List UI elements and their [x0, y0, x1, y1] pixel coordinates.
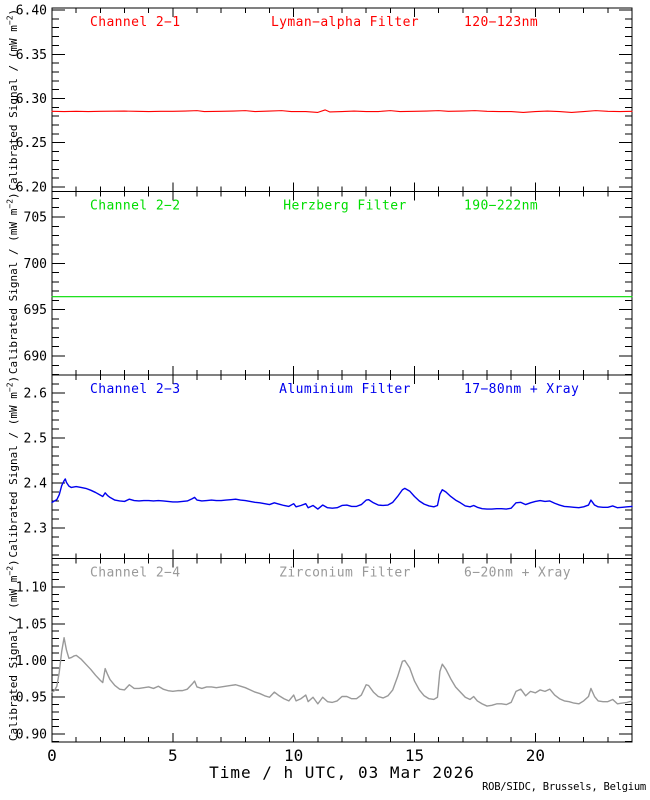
panel-title-filter: Herzberg Filter: [283, 199, 406, 214]
y-tick-label: 6.40: [16, 4, 47, 19]
y-axis-label: Calibrated Signal / (mW m−2): [6, 9, 21, 191]
y-tick-label: 6.25: [16, 136, 47, 151]
series-line-channel-2-3: [51, 478, 633, 510]
y-tick-label: 705: [24, 210, 47, 225]
panel-title-channel: Channel 2−2: [90, 199, 181, 214]
panel-frame: [51, 558, 633, 743]
panel-frame: [51, 7, 633, 192]
series-line-channel-2-1: [51, 109, 633, 113]
panel-channel-2-3: 2.3 2.4 2.5 2.6 Channel 2−3 Aluminium Filter 1…: [6, 374, 633, 559]
y-axis-label: Calibrated Signal / (mW m−2): [6, 192, 21, 374]
panel-frame: [51, 374, 633, 559]
panel-title-filter: Zirconium Filter: [279, 566, 411, 581]
panel-title-channel: Channel 2−3: [90, 382, 181, 397]
y-tick-label: 695: [24, 303, 47, 318]
x-axis-root: 0 5 10 15 20: [47, 746, 545, 765]
y-tick-label: 2.5: [24, 431, 47, 446]
y-tick-label: 0.95: [16, 691, 47, 706]
panel-title-channel: Channel 2−4: [90, 566, 181, 581]
y-tick-label: 6.35: [16, 48, 47, 63]
y-tick-label: 2.4: [24, 476, 48, 491]
y-tick-label: 6.20: [16, 180, 47, 195]
panels-root: 6.20 6.25 6.30 6.35 6.40 Channel 2−1 Lyman−alp…: [6, 4, 633, 743]
y-tick-label: 2.6: [24, 386, 47, 401]
x-axis-title: Time / h UTC, 03 Mar 2026: [209, 763, 475, 782]
y-tick-label: 6.30: [16, 92, 47, 107]
panel-title-filter: Lyman−alpha Filter: [271, 15, 419, 30]
panel-frame: [51, 191, 633, 376]
y-tick-label: 700: [24, 257, 47, 272]
panel-title-band: 6−20nm + Xray: [464, 566, 571, 581]
y-tick-label: 1.00: [16, 654, 47, 669]
y-tick-label: 1.05: [16, 617, 47, 632]
x-tick-label: 0: [47, 746, 57, 765]
x-tick-label: 5: [168, 746, 178, 765]
x-tick-label: 10: [284, 746, 303, 765]
panel-channel-2-4: 0.90 0.95 1.00 1.05 1.10 Channel 2−4 Zirconium…: [6, 558, 633, 743]
y-tick-label: 690: [24, 350, 47, 365]
y-tick-label: 1.10: [16, 581, 47, 596]
panel-title-band: 17−80nm + Xray: [464, 382, 579, 397]
panel-channel-2-2: 690 695 700 705 Channel 2−2 Herzberg Filter 19…: [6, 191, 633, 376]
panel-title-band: 190−222nm: [464, 199, 538, 214]
panel-title-band: 120−123nm: [464, 15, 538, 30]
y-tick-label: 2.3: [24, 521, 47, 536]
panel-channel-2-1: 6.20 6.25 6.30 6.35 6.40 Channel 2−1 Lyman−alp…: [6, 4, 633, 195]
y-axis-label: Calibrated Signal / (mW m−2): [6, 559, 21, 741]
credit-text: ROB/SIDC, Brussels, Belgium: [482, 781, 646, 793]
x-tick-label: 15: [405, 746, 424, 765]
x-tick-label: 20: [526, 746, 545, 765]
panel-title-filter: Aluminium Filter: [279, 382, 411, 397]
panel-title-channel: Channel 2−1: [90, 15, 181, 30]
series-line-channel-2-4: [51, 637, 633, 707]
y-axis-label: Calibrated Signal / (mW m−2): [6, 376, 21, 558]
y-tick-label: 0.90: [16, 727, 47, 742]
